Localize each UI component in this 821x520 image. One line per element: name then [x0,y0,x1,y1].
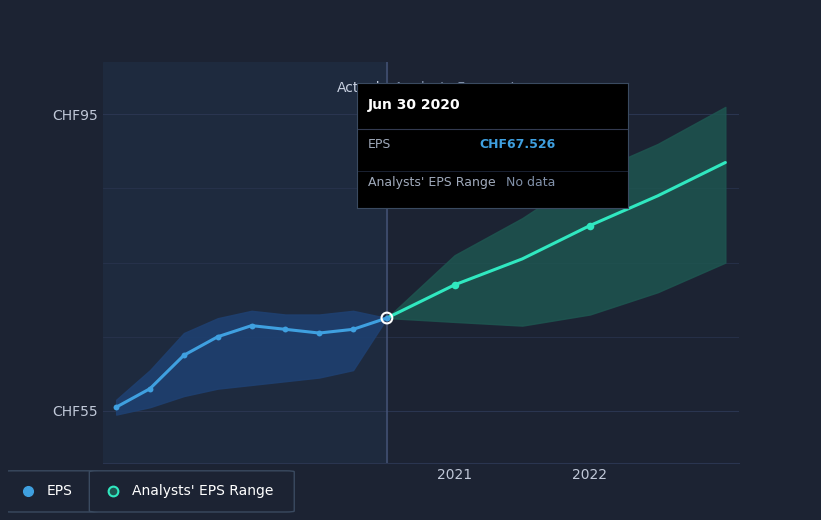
Point [177,351,190,359]
Point [109,403,122,411]
Text: EPS: EPS [47,485,72,498]
Bar [103,62,387,463]
Point [245,321,258,330]
Text: Actual: Actual [337,81,380,95]
Text: Analysts Forecasts: Analysts Forecasts [394,81,523,95]
Text: Analysts' EPS Range: Analysts' EPS Range [132,485,273,498]
Text: Analysts' EPS Range: Analysts' EPS Range [368,176,496,189]
Text: Jun 30 2020: Jun 30 2020 [368,98,461,112]
FancyBboxPatch shape [89,471,294,512]
Text: EPS: EPS [368,138,392,151]
Text: CHF67.526: CHF67.526 [479,138,555,151]
Point [584,222,597,230]
Point [211,333,224,341]
Text: No data: No data [506,176,556,189]
Point [380,314,393,322]
Point [313,329,326,337]
Point [346,325,360,333]
Point [279,325,292,333]
Point [448,281,461,289]
Point [144,384,157,393]
FancyBboxPatch shape [4,471,98,512]
Point [380,314,393,322]
